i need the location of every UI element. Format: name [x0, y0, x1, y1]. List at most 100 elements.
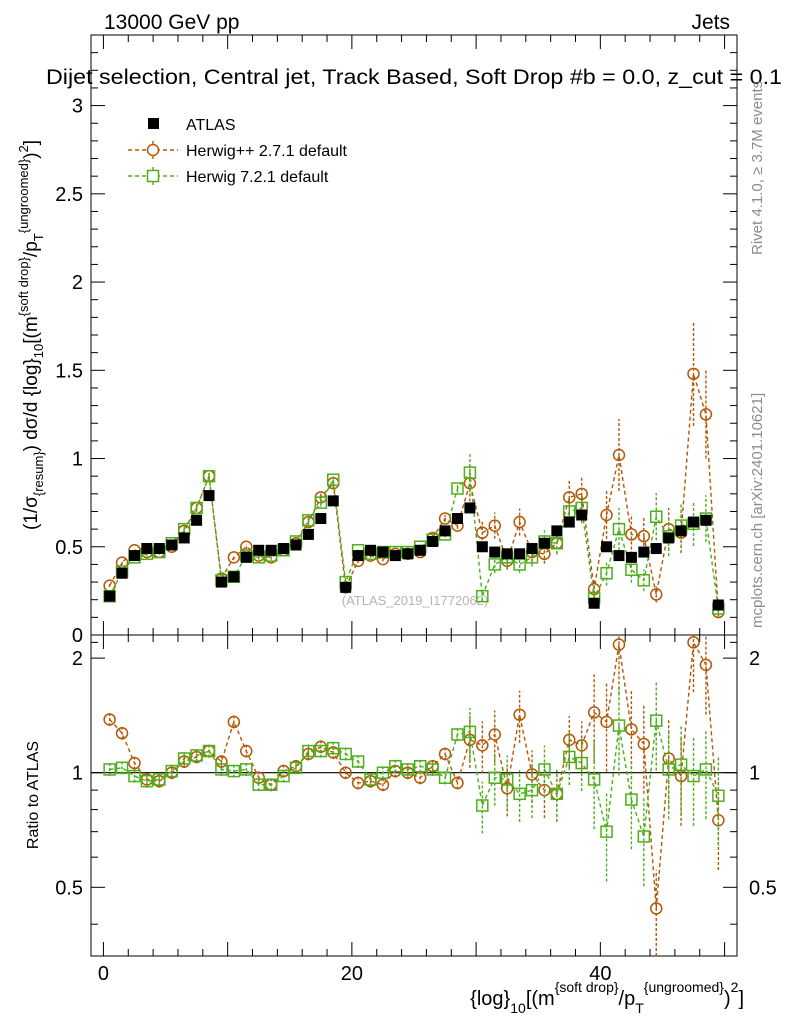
- x-tick-label: 0: [98, 963, 109, 985]
- herwig-2-7-1-default-marker: [699, 408, 713, 421]
- main-axis-ticks: 0 0.5 1 1.5 2 2.5 3: [55, 35, 737, 647]
- ratio-y-tick-label: 2: [72, 648, 83, 670]
- herwig-7-2-1-default-marker: [327, 741, 340, 755]
- herwig-7-2-1-default-marker: [190, 501, 203, 515]
- atlas-marker: [278, 543, 290, 555]
- atlas-marker: [551, 525, 563, 537]
- main-y-tick-label: 0: [72, 625, 83, 647]
- herwig-2-7-1-default-marker: [687, 636, 700, 649]
- herwig-7-2-1-default-marker: [289, 761, 303, 775]
- herwig-7-2-1-default-marker: [488, 771, 501, 784]
- atlas-marker: [352, 550, 364, 562]
- atlas-marker: [638, 546, 650, 558]
- herwig-7-2-1-default-marker: [674, 758, 688, 771]
- atlas-marker: [675, 525, 687, 537]
- herwig-2-7-1-default-marker: [476, 739, 489, 752]
- herwig-7-2-1-default-marker: [525, 783, 539, 797]
- herwig-7-2-1-default-marker: [140, 774, 154, 788]
- atlas-marker: [153, 543, 165, 555]
- legend-label: Herwig 7.2.1 default: [186, 169, 329, 186]
- atlas-marker: [389, 550, 401, 562]
- plot-title: Dijet selection, Central jet, Track Base…: [46, 66, 782, 89]
- svg-text:(1/σ{resum}) dσ/d {log}10[(m{s: (1/σ{resum}) dσ/d {log}10[(m{soft drop}/…: [16, 140, 46, 530]
- herwig-2-7-1-default-marker: [600, 508, 613, 522]
- watermark: (ATLAS_2019_I1772062): [342, 593, 488, 608]
- ratio-y-tick-label: 0.5: [55, 877, 83, 899]
- main-y-tick-label: 3: [72, 96, 83, 118]
- atlas-marker: [290, 539, 302, 551]
- herwig-2-7-1-default-marker: [563, 491, 576, 504]
- herwig-7-2-1-default-marker: [463, 466, 477, 479]
- main-y-tick-label: 2.5: [55, 184, 83, 206]
- herwig-7-2-1-default-marker: [438, 771, 452, 784]
- herwig-2-7-1-default-marker: [351, 776, 365, 790]
- atlas-marker: [215, 576, 227, 588]
- atlas-marker: [302, 528, 314, 540]
- atlas-marker: [191, 514, 203, 526]
- atlas-marker: [128, 550, 140, 562]
- atlas-marker: [402, 548, 414, 560]
- main-panel: 0 0.5 1 1.5 2 2.5 3 ATLAS Herwig++ 2.7.1 defaul…: [16, 34, 738, 647]
- atlas-marker: [464, 502, 476, 514]
- legend-label: Herwig++ 2.7.1 default: [186, 143, 348, 160]
- herwig-2-7-1-default-marker: [215, 755, 228, 768]
- herwig-7-2-1-default-marker: [513, 787, 526, 801]
- atlas-marker: [688, 516, 700, 528]
- atlas-marker: [712, 599, 724, 611]
- atlas-marker: [377, 546, 389, 558]
- atlas-marker: [253, 544, 265, 556]
- herwig-7-2-1-default-marker: [314, 744, 328, 758]
- ratio-y-tick-label-right: 1: [749, 763, 760, 785]
- herwig-2-7-1-default-marker: [227, 715, 241, 729]
- herwig-7-2-1-default-marker: [351, 755, 365, 768]
- herwig-7-2-1-default-marker: [339, 747, 352, 761]
- herwig-2-7-1-default-marker: [650, 588, 663, 601]
- herwig-2-7-1-default-marker: [115, 726, 129, 740]
- ratio-series: [103, 635, 725, 956]
- herwig-7-2-1-default-marker: [302, 744, 315, 758]
- atlas-marker: [563, 516, 575, 528]
- herwig-2-7-1-default-marker: [612, 448, 626, 462]
- atlas-marker: [427, 535, 439, 547]
- herwig-2-7-1-default-marker: [240, 744, 253, 758]
- atlas-series: [104, 490, 724, 611]
- atlas-marker: [166, 539, 178, 551]
- atlas-marker: [451, 513, 463, 525]
- herwig-7-2-1-default-marker: [264, 778, 278, 791]
- rivet-version-label: Rivet 4.1.0, ≥ 3.7M events: [749, 81, 766, 255]
- herwig-7-2-1-default-marker: [153, 773, 166, 786]
- herwig-7-2-1-default-marker: [488, 558, 501, 571]
- atlas-marker: [439, 525, 451, 537]
- legend-label: ATLAS: [186, 117, 236, 134]
- atlas-marker: [613, 550, 625, 562]
- herwig-7-2-1-default-marker: [637, 574, 651, 587]
- herwig-2-7-1-default-marker: [488, 519, 501, 532]
- herwig-7-2-1-default-marker: [662, 763, 675, 776]
- herwig-2-7-1-default-series: [103, 321, 725, 619]
- herwig-7-2-1-default-marker: [600, 566, 613, 580]
- herwig-2-7-1-default-marker: [587, 706, 601, 719]
- herwig-2-7-1-default-marker: [612, 638, 626, 651]
- herwig-7-2-1-default-marker: [413, 759, 427, 773]
- atlas-marker: [663, 532, 675, 544]
- legend-atlas-marker: [148, 118, 159, 129]
- legend-herwig-2-7-1-default-marker: [146, 143, 160, 157]
- herwig-7-2-1-default-marker: [364, 773, 377, 786]
- herwig-7-2-1-default-marker: [476, 589, 489, 603]
- herwig-7-2-1-default-marker: [637, 830, 651, 843]
- herwig-7-2-1-default-marker: [563, 750, 576, 764]
- herwig-2-7-1-default-marker: [513, 708, 526, 721]
- herwig-2-7-1-default-line: [109, 373, 720, 613]
- atlas-marker: [116, 567, 128, 579]
- herwig-7-2-1-default-marker: [376, 766, 390, 779]
- herwig-7-2-1-default-marker: [500, 773, 514, 786]
- herwig-2-7-1-default-marker: [637, 737, 651, 751]
- herwig-7-2-1-default-marker: [550, 787, 564, 801]
- atlas-marker: [526, 543, 538, 555]
- herwig-7-2-1-default-marker: [202, 744, 216, 758]
- herwig-7-2-1-default-marker: [327, 473, 340, 486]
- herwig-2-7-1-default-marker: [128, 756, 141, 770]
- herwig-2-7-1-default-marker: [575, 487, 588, 501]
- herwig-7-2-1-default-ratio-series: [103, 682, 725, 887]
- legend: ATLAS Herwig++ 2.7.1 default Herwig 7.2.1 …: [128, 117, 348, 186]
